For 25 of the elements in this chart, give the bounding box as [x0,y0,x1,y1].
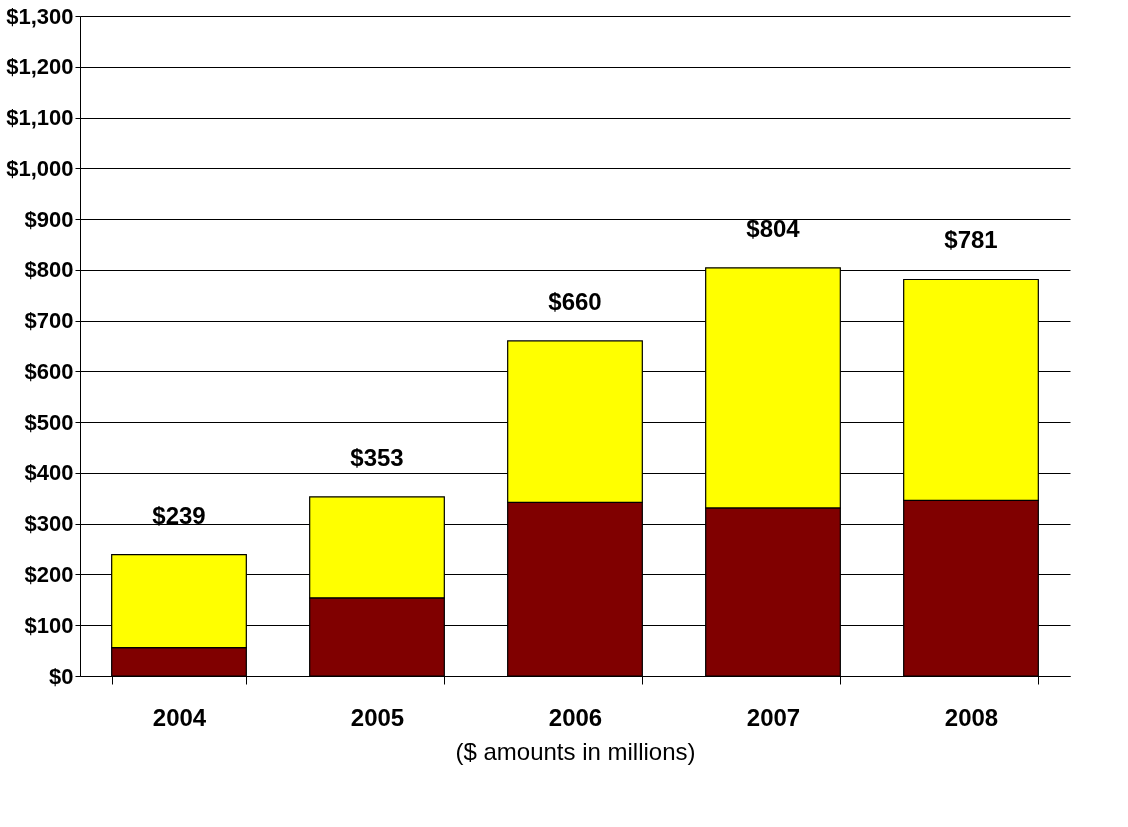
x-tick-label: 2006 [548,703,603,731]
x-tick-label: 2008 [944,703,999,731]
total-label: $239 [152,501,206,529]
y-tick-label: $100 [24,612,74,638]
total-label: $353 [350,443,404,471]
total-label: $804 [746,214,801,242]
y-tick-label: $1,100 [6,105,74,131]
x-tick-label: 2004 [152,703,207,731]
y-tick-label: $1,200 [6,54,74,80]
y-tick-label: $800 [24,257,74,283]
x-tick-label: 2007 [746,703,801,731]
y-tick-label: $0 [49,663,74,689]
total-label: $660 [548,287,602,315]
total-label: $781 [944,226,998,254]
y-tick-label: $300 [24,511,74,537]
x-tick-label: 2005 [350,703,405,731]
y-tick-label: $400 [24,460,74,486]
y-tick-label: $1,000 [6,155,74,181]
y-tick-label: $200 [24,561,74,587]
y-tick-label: $500 [24,409,74,435]
y-tick-label: $900 [24,206,74,232]
y-tick-label: $700 [24,308,74,334]
y-tick-label: $600 [24,358,74,384]
y-tick-label: $1,300 [6,3,74,29]
x-axis-title: ($ amounts in millions) [455,737,696,765]
